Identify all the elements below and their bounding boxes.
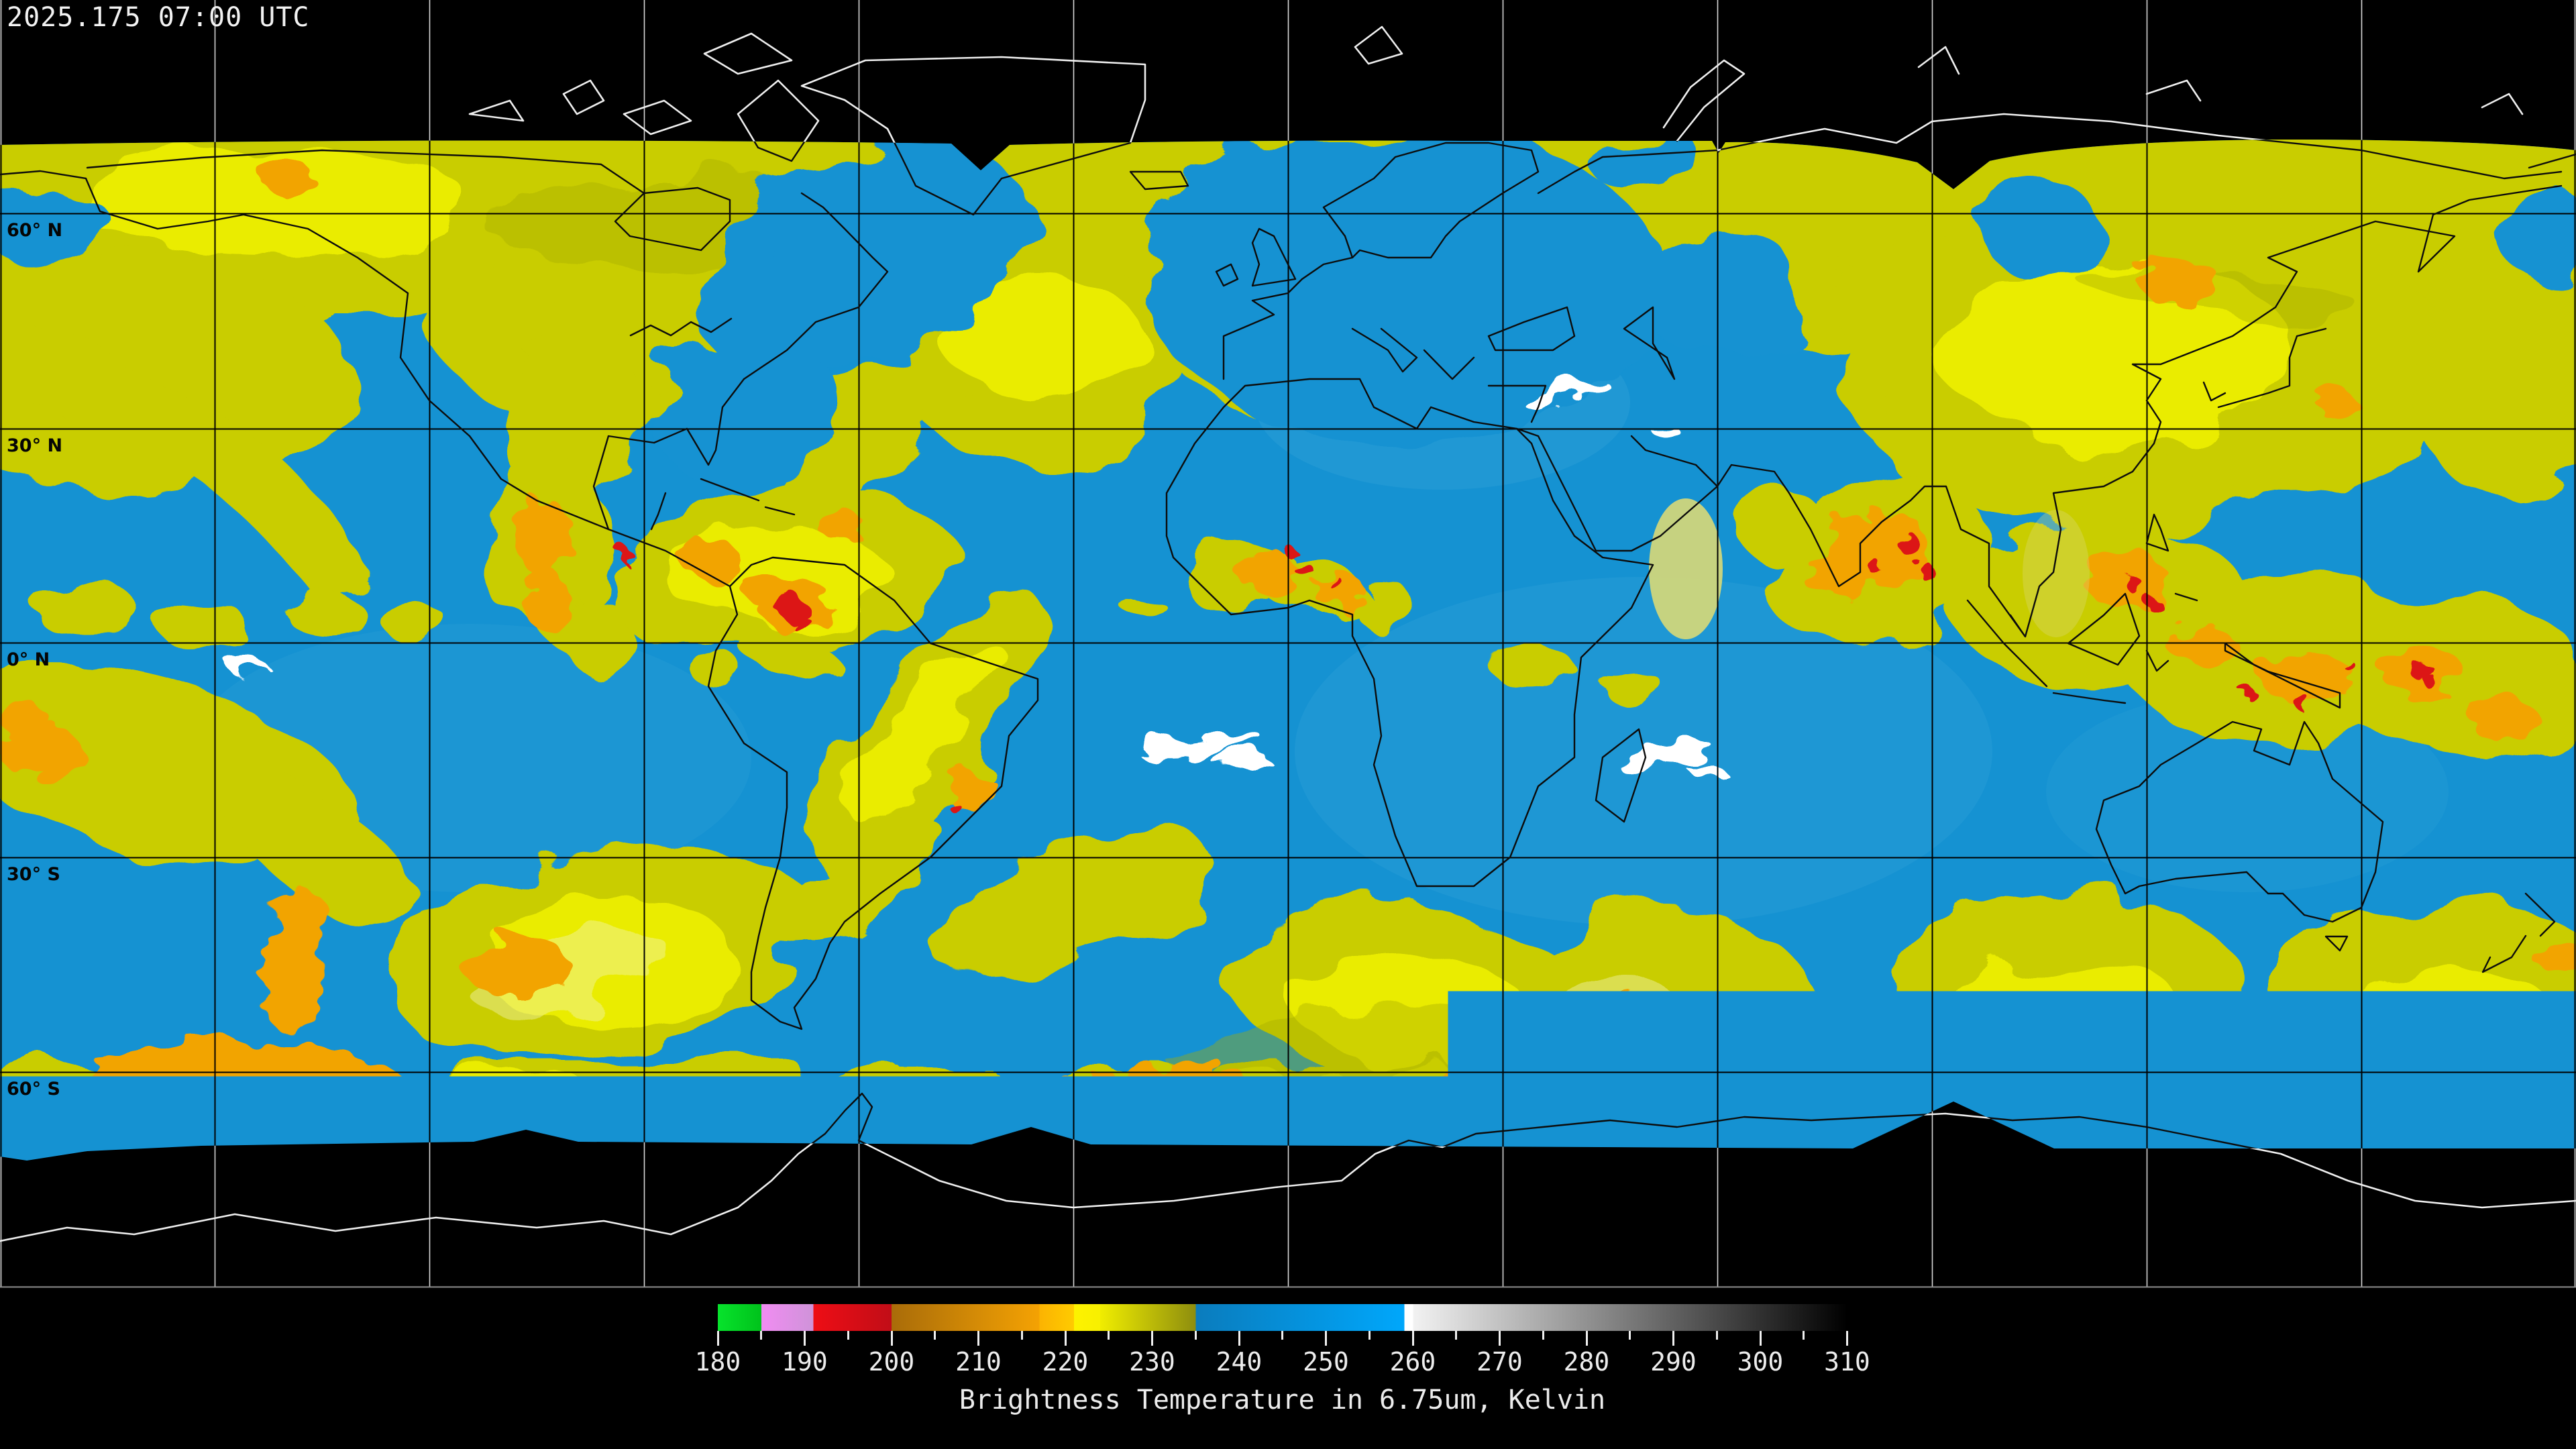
global-brightness-temperature-map: 60° N 30° N 0° N 30° S 60° S bbox=[0, 0, 2576, 1449]
latitude-label: 30° S bbox=[7, 864, 60, 885]
sensor-glint-disk bbox=[1649, 498, 1723, 639]
sensor-glint-disk bbox=[2023, 510, 2090, 637]
timestamp-label: 2025.175 07:00 UTC bbox=[7, 1, 309, 34]
latitude-label: 0° N bbox=[7, 649, 50, 670]
latitude-label: 30° N bbox=[7, 435, 62, 456]
latitude-label: 60° S bbox=[7, 1079, 60, 1099]
data-region: 60° N 30° N 0° N 30° S 60° S bbox=[0, 27, 2576, 1241]
latitude-label: 60° N bbox=[7, 220, 62, 241]
satellite-composite-view: 60° N 30° N 0° N 30° S 60° S 2025.175 07:00 … bbox=[0, 0, 2576, 1449]
